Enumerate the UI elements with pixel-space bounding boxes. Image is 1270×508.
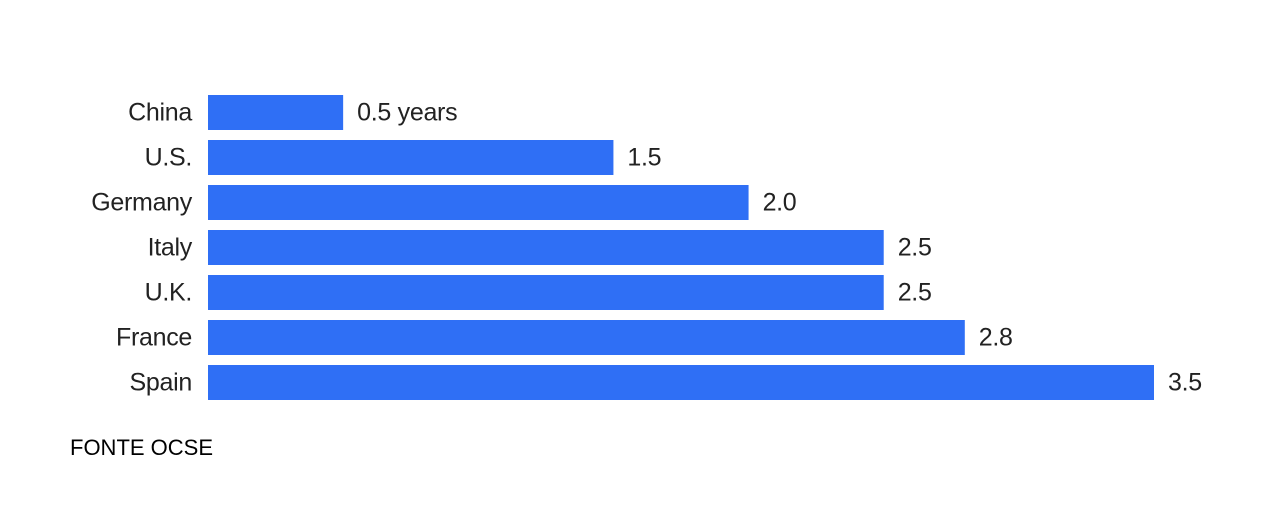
- source-note: FONTE OCSE: [70, 435, 214, 460]
- bar-france: [208, 320, 965, 355]
- bar-u-s: [208, 140, 614, 175]
- value-label: 1.5: [627, 144, 661, 172]
- bar-germany: [208, 185, 749, 220]
- category-label: China: [128, 99, 192, 127]
- value-label: 3.5: [1168, 369, 1202, 397]
- value-label: 2.5: [898, 234, 932, 262]
- category-label: U.S.: [145, 144, 192, 172]
- category-label: Spain: [130, 369, 192, 397]
- bar-spain: [208, 365, 1154, 400]
- category-label: Germany: [91, 189, 193, 217]
- category-label: France: [116, 324, 192, 352]
- bar-u-k: [208, 275, 884, 310]
- bar-china: [208, 95, 344, 130]
- value-label: 2.8: [979, 324, 1013, 352]
- category-label: Italy: [148, 234, 193, 262]
- value-label: 2.5: [898, 279, 932, 307]
- category-label: U.K.: [145, 279, 192, 307]
- value-label: 2.0: [763, 189, 797, 217]
- bar-italy: [208, 230, 884, 265]
- value-label: 0.5 years: [357, 99, 457, 127]
